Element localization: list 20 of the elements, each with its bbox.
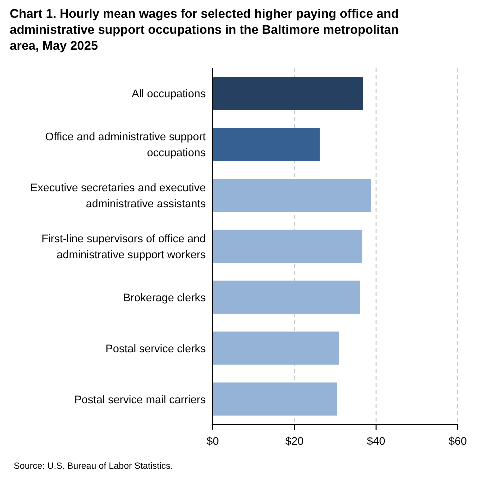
bar xyxy=(213,179,372,212)
x-tick-label: $0 xyxy=(206,436,220,448)
y-tick-label: First-line supervisors of office and administrative support workers xyxy=(42,234,206,262)
bar xyxy=(213,77,364,110)
x-tick-label: $40 xyxy=(367,436,386,448)
x-tick-label: $20 xyxy=(285,436,304,448)
chart-title: Chart 1. Hourly mean wages for selected higher paying office and administrative support occupations in the Baltimore metropolitan area, May 2025 xyxy=(10,7,399,53)
y-tick-label: Postal service mail carriers xyxy=(74,394,206,406)
y-tick-label: Postal service clerks xyxy=(106,343,206,356)
y-tick-label: Brokerage clerks xyxy=(123,292,206,304)
bar xyxy=(213,382,338,416)
x-tick-label: $60 xyxy=(448,436,468,448)
bar xyxy=(213,332,340,365)
bar xyxy=(213,230,362,264)
y-tick-label: Executive secretaries and executive administrative assistants xyxy=(30,182,206,211)
y-tick-label: All occupations xyxy=(132,88,206,101)
source-note: Source: U.S. Bureau of Labor Statistics. xyxy=(14,461,174,471)
y-tick-label: Office and administrative support occupations xyxy=(45,132,206,160)
bar xyxy=(213,280,360,314)
bar xyxy=(213,128,320,162)
